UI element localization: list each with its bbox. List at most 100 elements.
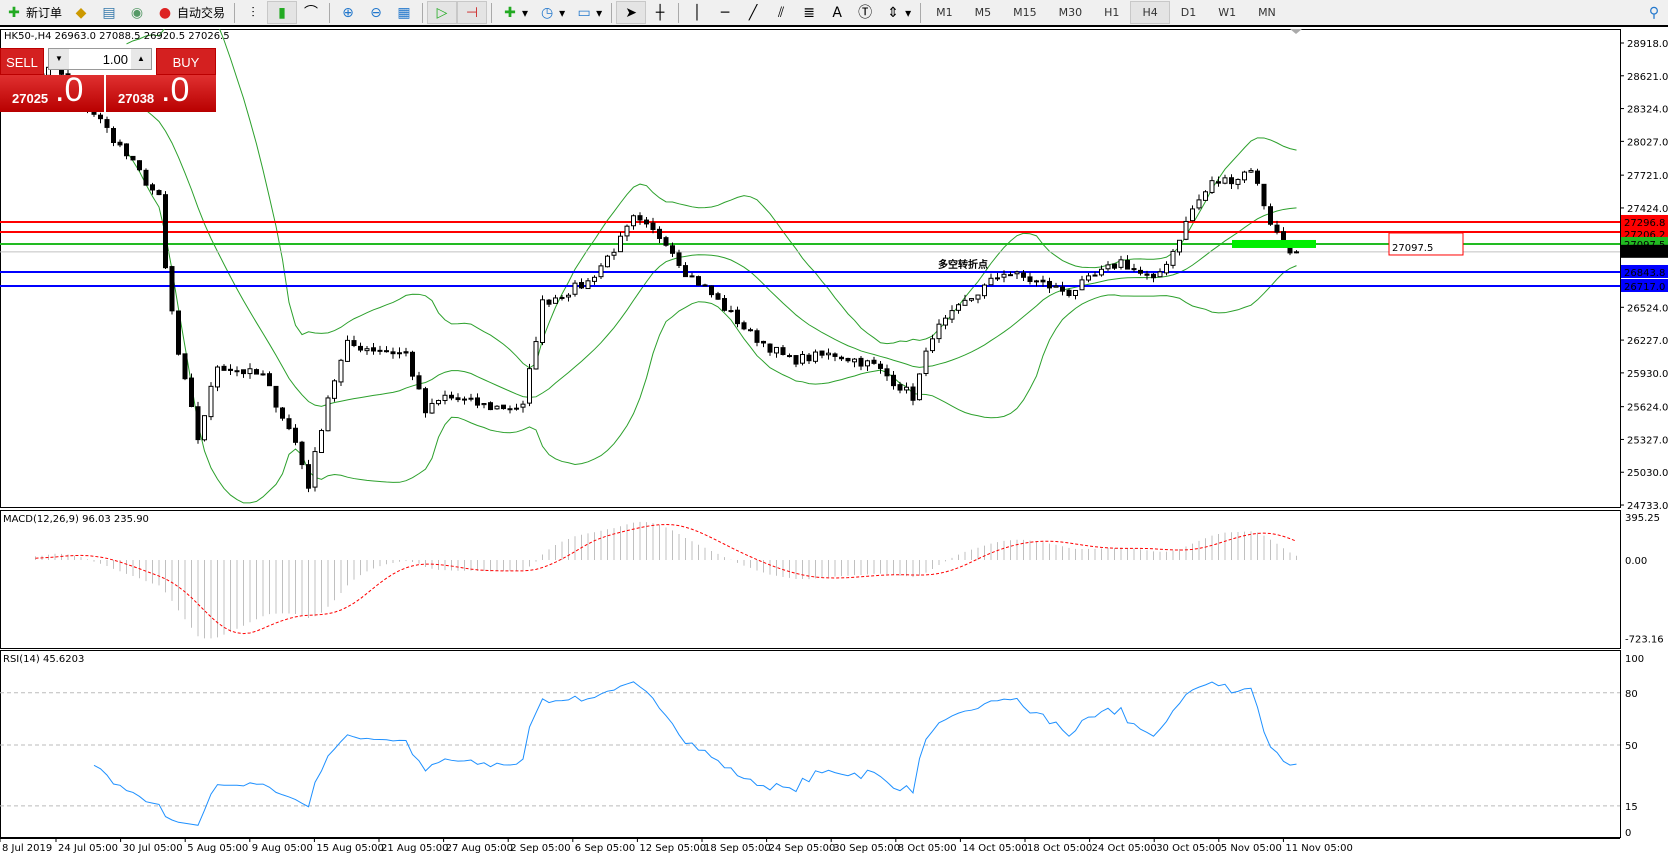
price-level-tag	[1621, 278, 1668, 292]
price-tick-label: 25327.0	[1627, 435, 1668, 446]
candle-body	[507, 408, 513, 411]
candle-body	[221, 365, 227, 371]
tf-m1[interactable]: M1	[925, 1, 964, 24]
candle-body	[644, 219, 649, 225]
cursor-button[interactable]: ➤	[616, 1, 647, 24]
tf-h1[interactable]: H1	[1093, 1, 1130, 24]
candle-body	[293, 427, 298, 443]
price-tick-label: 24733.0	[1627, 501, 1668, 512]
bar-chart-button[interactable]: ⫶	[239, 1, 267, 24]
candle-body	[891, 374, 896, 387]
rsi-tick-label: 50	[1625, 741, 1638, 752]
templates-button[interactable]: ▭ ▾	[570, 1, 607, 24]
tf-m5[interactable]: M5	[964, 1, 1003, 24]
crosshair-button[interactable]: ┼	[646, 1, 674, 24]
bollinger-band-middle	[126, 97, 1297, 407]
lot-size-stepper[interactable]: ▼ ▲	[48, 48, 152, 70]
candle-body	[137, 160, 142, 171]
candle-body	[715, 293, 721, 300]
text-label-button[interactable]: Ⓣ	[851, 1, 879, 24]
fibonacci-button[interactable]: ≣	[795, 1, 823, 24]
candle-body	[403, 351, 409, 354]
candle-body	[202, 415, 207, 441]
indicators-button[interactable]: ✚ ▾	[496, 1, 533, 24]
rsi-tick-label: 0	[1625, 828, 1631, 839]
periods-button[interactable]: ◷ ▾	[533, 1, 570, 24]
candle-body	[520, 403, 526, 408]
chart-shift-button[interactable]: ⊣	[457, 1, 488, 24]
candle-body	[605, 255, 610, 268]
candle-body	[481, 403, 487, 406]
candle-body	[364, 348, 370, 352]
line-chart-button[interactable]: ⌒	[297, 1, 325, 24]
zoom-out-button[interactable]: ⊖	[362, 1, 390, 24]
equidistant-channel-button[interactable]: ⫽	[767, 1, 795, 24]
horizontal-line-button[interactable]: ─	[711, 1, 739, 24]
candle-body	[982, 284, 987, 297]
search-button[interactable]: ⚲	[1640, 1, 1668, 24]
candle-body	[267, 373, 272, 387]
tf-h4[interactable]: H4	[1130, 1, 1170, 24]
candle-body	[1216, 181, 1221, 184]
candle-body	[150, 184, 155, 191]
candle-body	[845, 357, 851, 362]
candle-body	[910, 386, 916, 401]
macd-tick-label: -723.16	[1625, 635, 1664, 646]
candle-body	[1001, 273, 1007, 278]
price-tick-label: 28621.0	[1627, 72, 1668, 83]
buy-price-fraction: .0	[161, 71, 190, 109]
auto-trading-icon: ●	[158, 4, 172, 21]
template-icon: ▭	[577, 4, 591, 21]
candle-body	[878, 363, 883, 369]
lot-size-input[interactable]	[69, 49, 131, 69]
sell-price-button[interactable]: 27025 .0	[0, 71, 104, 112]
cursor-icon: ➤	[625, 4, 637, 21]
text-button[interactable]: A	[823, 1, 851, 24]
trendline-button[interactable]: ╱	[739, 1, 767, 24]
candle-body	[689, 275, 695, 278]
candle-body	[1144, 273, 1150, 276]
candle-body	[585, 280, 591, 290]
auto-trading-button[interactable]: ● 自动交易	[151, 1, 230, 24]
candlestick-button[interactable]: ▮	[267, 1, 298, 24]
vertical-line-button[interactable]: │	[683, 1, 711, 24]
candle-body	[176, 310, 181, 355]
zoom-in-button[interactable]: ⊕	[334, 1, 362, 24]
candle-body	[189, 377, 194, 408]
divider	[920, 2, 922, 23]
history-button[interactable]: ◆	[67, 1, 95, 24]
tf-w1[interactable]: W1	[1207, 1, 1247, 24]
candle-body	[98, 114, 103, 120]
time-label: 14 Oct 05:00	[962, 843, 1027, 854]
tf-m15[interactable]: M15	[1002, 1, 1048, 24]
candle-body	[761, 340, 766, 344]
tf-m30[interactable]: M30	[1048, 1, 1094, 24]
candle-body	[559, 296, 565, 299]
tile-windows-button[interactable]: ▦	[390, 1, 418, 24]
candle-body	[182, 353, 188, 380]
candle-body	[624, 225, 630, 237]
time-label: 15 Aug 05:00	[316, 843, 383, 854]
tf-mn[interactable]: MN	[1247, 1, 1287, 24]
signals-button[interactable]: ◉	[123, 1, 151, 24]
candle-body	[423, 388, 428, 414]
candle-body	[1170, 250, 1176, 266]
chart-canvas[interactable]: 28918.0 28621.0 28324.0 28027.0 27721.0 27424…	[0, 29, 1668, 863]
lot-increase-button[interactable]: ▲	[131, 49, 151, 69]
divider	[678, 2, 680, 23]
auto-scroll-button[interactable]: ▷	[427, 1, 458, 24]
candle-body	[273, 385, 279, 408]
terminal-button[interactable]: ▤	[95, 1, 123, 24]
candle-body	[1294, 251, 1299, 254]
sell-button[interactable]: SELL	[0, 48, 44, 75]
candle-body	[884, 368, 890, 377]
candle-body	[468, 397, 474, 400]
lot-decrease-button[interactable]: ▼	[49, 49, 69, 69]
buy-button[interactable]: BUY	[156, 48, 216, 75]
price-tick-label: 28324.0	[1627, 105, 1668, 116]
new-order-button[interactable]: ✚ 新订单	[0, 1, 67, 24]
arrows-button[interactable]: ⇕ ▾	[879, 1, 916, 24]
tf-d1[interactable]: D1	[1170, 1, 1207, 24]
candle-body	[104, 119, 110, 128]
buy-price-button[interactable]: 27038 .0	[106, 71, 216, 112]
